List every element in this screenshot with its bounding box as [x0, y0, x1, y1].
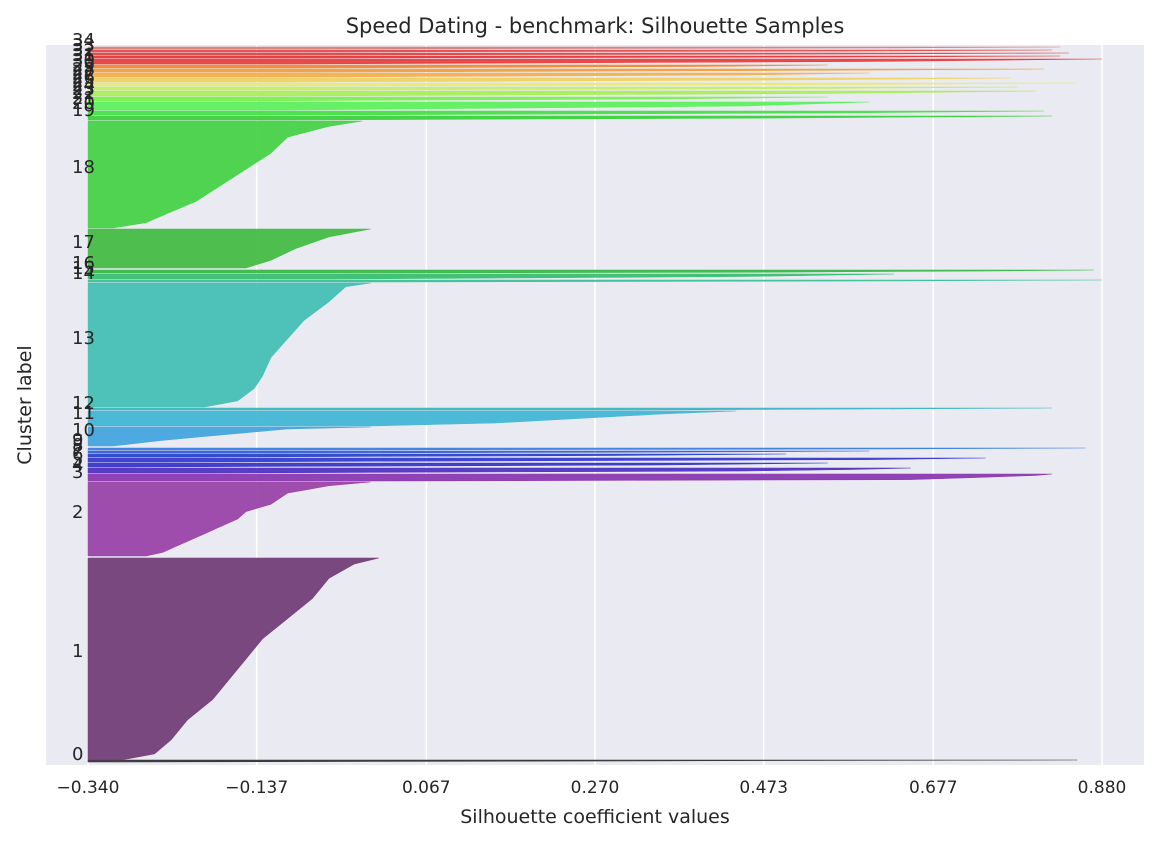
cluster-label-15: 15 [72, 258, 95, 279]
cluster-label-14: 14 [72, 263, 95, 284]
silhouette-band-4 [87, 467, 911, 474]
cluster-label-3: 3 [72, 462, 83, 483]
cluster-label-18: 18 [72, 157, 95, 178]
silhouette-band-20 [87, 110, 1044, 116]
cluster-labels: 0123456789101112131415161718192021222324… [72, 30, 95, 765]
cluster-label-32: 32 [72, 40, 95, 61]
x-tick-labels: −0.340 −0.137 0.067 0.270 0.473 0.677 0.880 [57, 778, 1127, 798]
cluster-label-33: 33 [72, 35, 95, 56]
cluster-label-11: 11 [72, 403, 95, 424]
cluster-label-9: 9 [72, 430, 83, 451]
cluster-label-7: 7 [72, 440, 83, 461]
silhouette-band-16 [87, 269, 1094, 274]
silhouette-band-6 [87, 457, 986, 463]
silhouette-band-26 [87, 77, 1011, 83]
cluster-label-0: 0 [72, 744, 83, 765]
cluster-label-21: 21 [72, 88, 95, 109]
silhouette-band-3 [87, 473, 1053, 482]
silhouette-band-33 [87, 49, 1053, 53]
silhouette-band-15 [87, 273, 895, 280]
silhouette-band-8 [87, 450, 870, 454]
silhouette-band-22 [87, 96, 828, 102]
cluster-label-26: 26 [72, 67, 95, 88]
cluster-label-24: 24 [72, 75, 95, 96]
cluster-label-28: 28 [72, 59, 95, 80]
x-tick-label: 0.473 [739, 778, 788, 798]
cluster-label-5: 5 [72, 449, 83, 470]
cluster-label-19: 19 [72, 100, 95, 121]
silhouette-band-17 [87, 228, 371, 269]
cluster-label-13: 13 [72, 328, 95, 349]
silhouette-band-31 [87, 55, 1061, 59]
cluster-label-1: 1 [72, 641, 83, 662]
silhouette-band-13 [87, 282, 371, 408]
silhouette-band-25 [87, 82, 1078, 87]
silhouette-band-7 [87, 453, 787, 458]
cluster-label-30: 30 [72, 50, 95, 71]
silhouette-band-14 [87, 279, 1103, 283]
cluster-label-25: 25 [72, 71, 95, 92]
cluster-label-31: 31 [72, 45, 95, 66]
silhouette-band-23 [87, 90, 1036, 97]
cluster-label-2: 2 [72, 502, 83, 523]
cluster-label-34: 34 [72, 30, 95, 51]
silhouette-band-0 [87, 759, 1078, 763]
x-tick-label: 0.270 [571, 778, 620, 798]
x-tick-label: −0.137 [225, 778, 288, 798]
x-tick-label: 0.880 [1078, 778, 1127, 798]
silhouette-band-34 [87, 46, 1061, 50]
cluster-label-10: 10 [72, 420, 95, 441]
silhouette-band-29 [87, 64, 828, 69]
silhouette-band-5 [87, 462, 828, 468]
silhouette-band-21 [87, 101, 870, 111]
cluster-label-4: 4 [72, 455, 83, 476]
x-tick-label: 0.677 [909, 778, 958, 798]
chart-title: Speed Dating - benchmark: Silhouette Sam… [346, 14, 845, 38]
cluster-label-16: 16 [72, 253, 95, 274]
cluster-label-27: 27 [72, 63, 95, 84]
silhouette-band-11 [87, 410, 737, 427]
cluster-label-22: 22 [72, 83, 95, 104]
cluster-label-17: 17 [72, 232, 95, 253]
silhouette-band-9 [87, 447, 1086, 451]
cluster-label-12: 12 [72, 393, 95, 414]
silhouette-band-19 [87, 115, 1053, 121]
silhouette-band-30 [87, 58, 1103, 65]
silhouette-band-1 [87, 557, 379, 761]
silhouette-band-28 [87, 68, 1044, 73]
cluster-label-23: 23 [72, 79, 95, 100]
silhouette-band-32 [87, 52, 1069, 56]
cluster-label-8: 8 [72, 435, 83, 456]
x-tick-label: −0.340 [57, 778, 120, 798]
x-tick-label: 0.067 [402, 778, 451, 798]
silhouette-band-27 [87, 72, 870, 78]
silhouette-bands [87, 46, 1103, 763]
silhouette-band-10 [87, 426, 371, 447]
silhouette-band-12 [87, 407, 1053, 411]
silhouette-band-24 [87, 86, 1019, 91]
silhouette-band-18 [87, 120, 363, 229]
cluster-label-6: 6 [72, 444, 83, 465]
y-axis-label: Cluster label [14, 345, 36, 464]
silhouette-band-2 [87, 481, 371, 557]
cluster-label-29: 29 [72, 55, 95, 76]
cluster-label-20: 20 [72, 93, 95, 114]
x-axis-label: Silhouette coefficient values [460, 806, 730, 828]
